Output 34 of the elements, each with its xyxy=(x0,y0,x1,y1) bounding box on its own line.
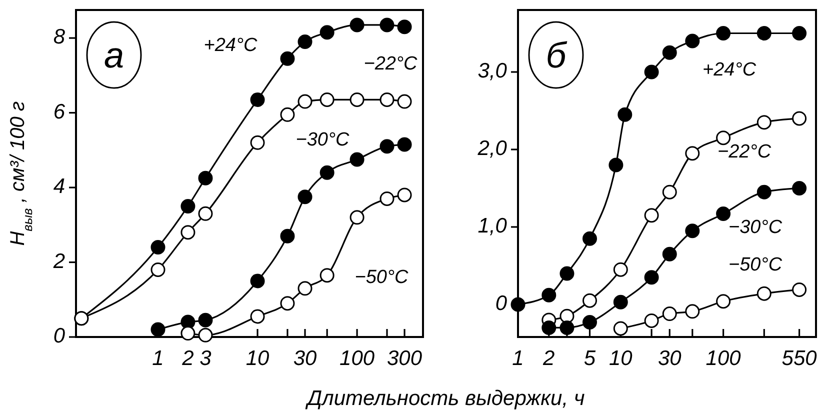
x-tick-label: 550 xyxy=(782,347,818,370)
x-tick-label: 100 xyxy=(340,347,375,370)
y-tick-label: 8 xyxy=(53,26,66,49)
x-tick-label: 10 xyxy=(246,347,270,370)
x-tick-label: 30 xyxy=(658,347,682,370)
series-label: −22°C xyxy=(718,142,772,162)
x-tick-label: 1 xyxy=(152,347,164,370)
x-tick-label: 10 xyxy=(608,347,633,370)
x-tick-label: 3 xyxy=(200,347,212,370)
x-tick-label: 5 xyxy=(584,347,596,370)
x-tick-label: 300 xyxy=(387,347,422,370)
series-label: +24°C xyxy=(204,34,258,56)
y-tick-label: 0 xyxy=(495,292,508,315)
x-axis-title: Длительность выдержки, ч xyxy=(305,387,585,410)
series-label: −30°C xyxy=(728,217,782,238)
x-tick-label: 30 xyxy=(293,347,318,370)
y-tick-label: 0 xyxy=(53,324,66,348)
annotation: б xyxy=(546,34,568,76)
x-tick-label: 100 xyxy=(706,347,742,370)
y-tick-label: 2 xyxy=(52,250,66,273)
series-label: −50°C xyxy=(728,254,782,276)
series-label: +24°C xyxy=(702,59,756,80)
y-tick-label: 4 xyxy=(53,175,65,198)
x-tick-label: 2 xyxy=(542,347,556,370)
y-tick-label: 1,0 xyxy=(478,214,508,238)
series-label: −50°C xyxy=(354,267,409,288)
x-tick-label: 1 xyxy=(512,347,524,370)
series-label: −30°C xyxy=(296,130,350,151)
series-label: −22°C xyxy=(364,54,418,75)
y-tick-label: 2,0 xyxy=(476,137,508,160)
annotation: а xyxy=(104,34,124,76)
y-tick-label: 3,0 xyxy=(478,60,508,83)
x-tick-label: 2 xyxy=(181,347,194,370)
y-tick-label: 6 xyxy=(53,100,66,124)
